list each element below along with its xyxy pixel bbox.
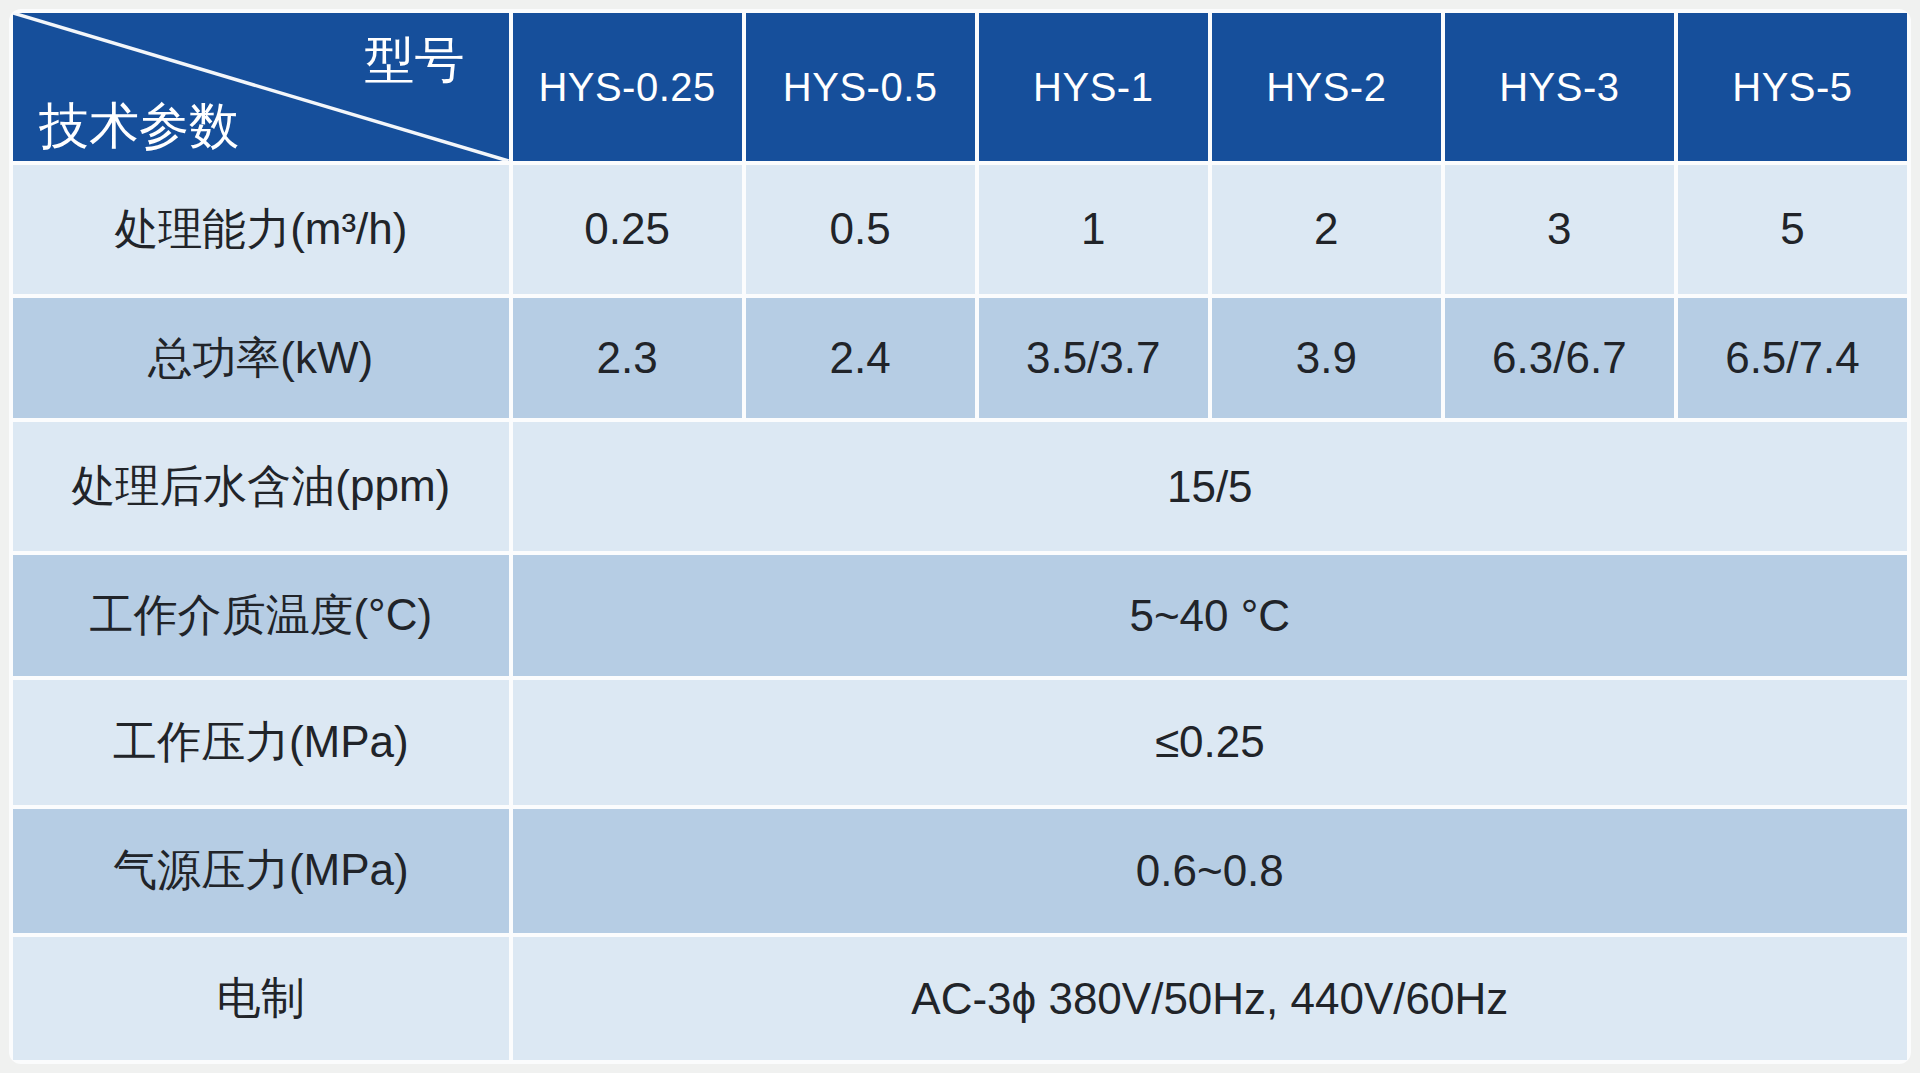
header-corner-cell: 型号 技术参数: [13, 13, 509, 161]
value-cell: 0.5: [746, 165, 975, 294]
merged-value-cell: 5~40 °C: [513, 555, 1907, 676]
value-cell: 5: [1678, 165, 1907, 294]
column-header-hys-1: HYS-1: [979, 13, 1208, 161]
value-cell: 3: [1445, 165, 1674, 294]
column-header-hys-5: HYS-5: [1678, 13, 1907, 161]
table-row-medium-temperature: 工作介质温度(°C) 5~40 °C: [13, 555, 1907, 676]
value-cell: 3.9: [1212, 298, 1441, 419]
value-cell: 2.4: [746, 298, 975, 419]
table-row-electrical-system: 电制 AC-3ϕ 380V/50Hz, 440V/60Hz: [13, 937, 1907, 1060]
value-cell: 6.5/7.4: [1678, 298, 1907, 419]
merged-value-cell: 0.6~0.8: [513, 809, 1907, 934]
row-label: 工作压力(MPa): [13, 680, 509, 805]
table-row-oil-content: 处理后水含油(ppm) 15/5: [13, 422, 1907, 551]
spec-table: 型号 技术参数 HYS-0.25 HYS-0.5 HYS-1 HYS-2 HYS…: [9, 9, 1911, 1064]
column-header-hys-2: HYS-2: [1212, 13, 1441, 161]
column-header-hys-3: HYS-3: [1445, 13, 1674, 161]
value-cell: 2.3: [513, 298, 742, 419]
value-cell: 1: [979, 165, 1208, 294]
table-row-capacity: 处理能力(m³/h) 0.25 0.5 1 2 3 5: [13, 165, 1907, 294]
table-row-power: 总功率(kW) 2.3 2.4 3.5/3.7 3.9 6.3/6.7 6.5/…: [13, 298, 1907, 419]
value-cell: 3.5/3.7: [979, 298, 1208, 419]
row-label: 处理能力(m³/h): [13, 165, 509, 294]
value-cell: 0.25: [513, 165, 742, 294]
row-label: 气源压力(MPa): [13, 809, 509, 934]
row-label: 电制: [13, 937, 509, 1060]
column-header-hys-025: HYS-0.25: [513, 13, 742, 161]
row-label: 工作介质温度(°C): [13, 555, 509, 676]
column-header-hys-05: HYS-0.5: [746, 13, 975, 161]
merged-value-cell: 15/5: [513, 422, 1907, 551]
merged-value-cell: ≤0.25: [513, 680, 1907, 805]
row-label: 总功率(kW): [13, 298, 509, 419]
merged-value-cell: AC-3ϕ 380V/50Hz, 440V/60Hz: [513, 937, 1907, 1060]
table-header-row: 型号 技术参数 HYS-0.25 HYS-0.5 HYS-1 HYS-2 HYS…: [13, 13, 1907, 161]
table-row-working-pressure: 工作压力(MPa) ≤0.25: [13, 680, 1907, 805]
value-cell: 2: [1212, 165, 1441, 294]
header-parameters-caption: 技术参数: [39, 101, 239, 151]
table-row-air-pressure: 气源压力(MPa) 0.6~0.8: [13, 809, 1907, 934]
page-background: 型号 技术参数 HYS-0.25 HYS-0.5 HYS-1 HYS-2 HYS…: [0, 0, 1920, 1073]
header-model-caption: 型号: [365, 35, 465, 85]
value-cell: 6.3/6.7: [1445, 298, 1674, 419]
row-label: 处理后水含油(ppm): [13, 422, 509, 551]
